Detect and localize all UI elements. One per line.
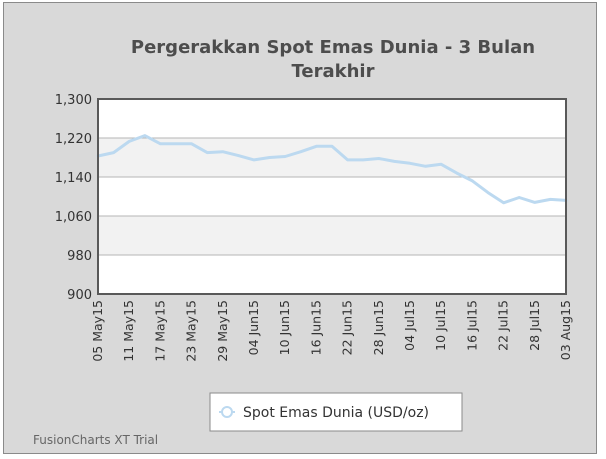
x-tick-label: 11 May15 xyxy=(121,300,136,362)
data-point xyxy=(502,201,505,205)
data-point xyxy=(237,154,240,157)
y-axis-ticks: 1,300 1,220 1,140 1,060 980 900 xyxy=(55,93,92,303)
x-tick-label: 22 Jun15 xyxy=(340,300,355,355)
plot-background xyxy=(98,99,566,294)
plot-band xyxy=(98,216,566,255)
y-tick-label: 1,060 xyxy=(55,210,92,225)
data-point xyxy=(455,171,458,175)
x-tick-label: 04 Jul15 xyxy=(402,300,417,351)
data-point xyxy=(440,163,443,166)
y-tick-label: 900 xyxy=(67,288,92,303)
data-point xyxy=(377,157,380,160)
legend[interactable]: Spot Emas Dunia (USD/oz) xyxy=(209,392,463,432)
watermark-text: FusionCharts XT Trial xyxy=(33,433,158,447)
data-point xyxy=(362,158,365,162)
plot-border xyxy=(97,98,567,295)
data-point xyxy=(518,196,521,199)
legend-item-spot-emas[interactable]: Spot Emas Dunia (USD/oz) xyxy=(219,405,429,421)
data-point xyxy=(206,151,209,154)
x-tick-label: 10 Jul15 xyxy=(433,300,448,351)
y-tick-label: 1,300 xyxy=(55,93,92,108)
y-tick-label: 980 xyxy=(67,249,92,264)
x-tick-label: 16 Jun15 xyxy=(308,300,323,355)
x-tick-label: 03 Aug15 xyxy=(558,300,573,360)
x-tick-label: 23 May15 xyxy=(184,300,199,362)
data-point xyxy=(112,151,115,154)
y-tick-label: 1,140 xyxy=(55,171,92,186)
data-point xyxy=(128,140,131,143)
data-point xyxy=(268,156,271,159)
x-tick-label: 17 May15 xyxy=(152,300,167,362)
data-point xyxy=(549,198,552,201)
data-point xyxy=(486,191,490,194)
data-point xyxy=(315,145,318,148)
data-point xyxy=(346,158,349,162)
x-tick-label: 29 May15 xyxy=(215,300,230,362)
x-tick-label: 28 Jul15 xyxy=(527,300,542,351)
data-point xyxy=(393,160,396,163)
legend-label: Spot Emas Dunia (USD/oz) xyxy=(243,405,429,421)
data-point xyxy=(221,150,224,153)
data-point xyxy=(408,162,412,165)
data-point xyxy=(190,142,193,146)
chart-title-line-1: Pergerakkan Spot Emas Dunia - 3 Bulan xyxy=(131,37,535,58)
chart-title: Pergerakkan Spot Emas Dunia - 3 Bulan Te… xyxy=(131,37,535,82)
chart-title-line-2: Terakhir xyxy=(292,61,375,82)
y-tick-label: 1,220 xyxy=(55,132,92,147)
x-axis-ticks: 05 May15 11 May15 17 May15 23 May15 29 May15… xyxy=(90,300,573,362)
data-point xyxy=(252,158,256,162)
data-point xyxy=(533,201,536,204)
data-point xyxy=(424,165,427,168)
x-tick-label: 22 Jul15 xyxy=(496,300,511,351)
data-point xyxy=(284,155,287,158)
x-tick-label: 10 Jun15 xyxy=(277,300,292,355)
legend-marker-icon xyxy=(221,406,233,418)
data-point xyxy=(159,142,162,146)
data-point xyxy=(299,150,302,153)
plot-area xyxy=(98,99,566,294)
data-point xyxy=(330,145,334,148)
data-point xyxy=(471,179,474,183)
x-tick-label: 16 Jul15 xyxy=(464,300,479,351)
data-point xyxy=(174,142,178,146)
data-point xyxy=(143,134,146,137)
legend-box xyxy=(209,392,463,432)
x-tick-label: 04 Jun15 xyxy=(246,300,261,355)
x-tick-label: 05 May15 xyxy=(90,300,105,362)
x-tick-label: 28 Jun15 xyxy=(371,300,386,355)
